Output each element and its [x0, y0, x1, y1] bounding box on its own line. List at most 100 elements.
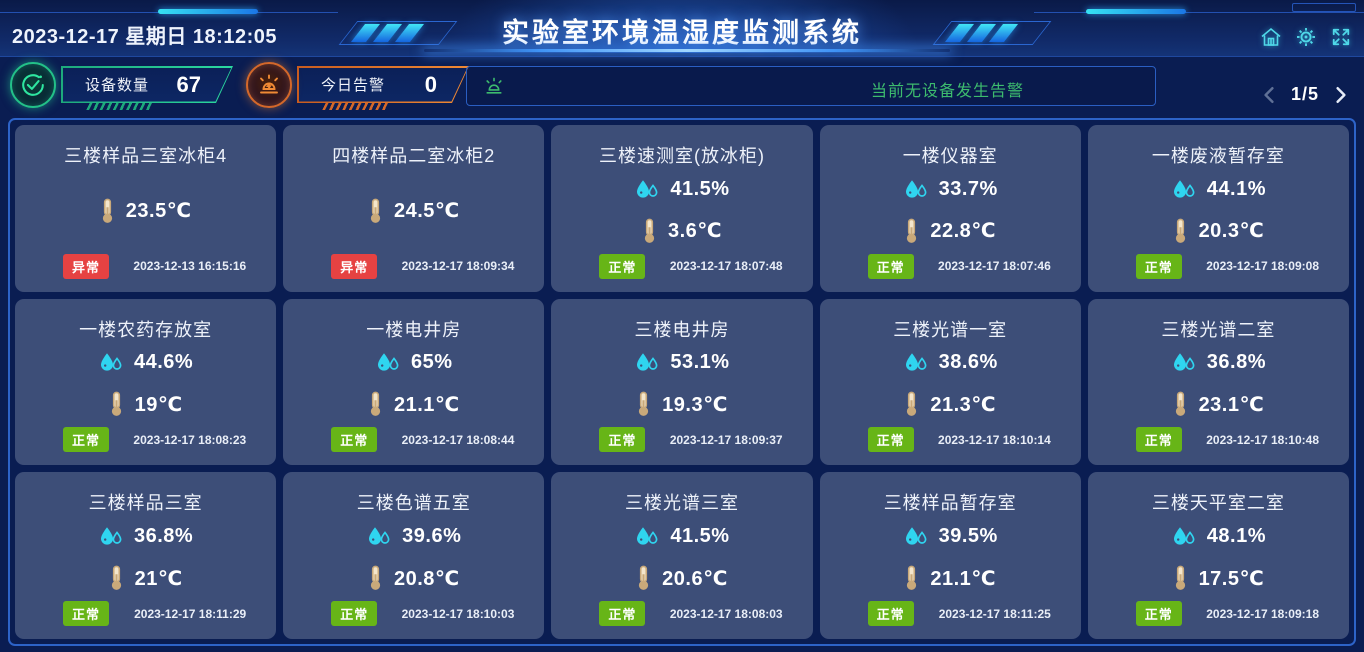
humidity-row: 44.1%	[1171, 178, 1266, 201]
sensor-card[interactable]: 三楼电井房 53.1%	[551, 298, 813, 466]
next-page-icon[interactable]	[1332, 86, 1350, 104]
timestamp: 2023-12-17 18:11:25	[938, 606, 1051, 621]
stats-row: 设备数量 67 今日告警	[0, 60, 1364, 116]
humidity-value: 33.7%	[938, 177, 998, 200]
card-footer: 正常 2023-12-17 18:08:23	[15, 427, 276, 453]
thermometer-icon	[1173, 565, 1188, 591]
room-name: 三楼光谱三室	[624, 493, 739, 514]
temperature-row: 20.8℃	[368, 565, 460, 591]
temperature-value: 20.3℃	[1198, 220, 1265, 243]
sensor-card[interactable]: 三楼样品三室 36.8%	[15, 472, 277, 639]
room-name: 三楼色谱五室	[356, 493, 471, 514]
timestamp: 2023-12-17 18:09:34	[401, 259, 515, 274]
sensor-card[interactable]: 一楼农药存放室 44.6%	[15, 298, 277, 466]
humidity-value: 36.8%	[133, 525, 194, 548]
sensor-card[interactable]: 三楼样品暂存室 39.5%	[819, 472, 1081, 639]
temperature-row: 21℃	[109, 565, 183, 591]
card-footer: 正常 2023-12-17 18:08:44	[283, 427, 544, 453]
sensor-card[interactable]: 三楼光谱二室 36.8%	[1087, 298, 1349, 466]
temperature-value: 21.1℃	[930, 567, 997, 590]
temperature-value: 20.8℃	[393, 567, 460, 590]
timestamp: 2023-12-17 18:09:18	[1206, 606, 1319, 621]
sensor-card[interactable]: 三楼天平室二室 48.1%	[1087, 472, 1349, 639]
card-footer: 正常 2023-12-17 18:09:37	[551, 427, 812, 453]
decorative-stripes-left	[350, 24, 425, 42]
thermometer-icon	[368, 391, 383, 417]
card-metrics: 44.1% 20.3℃	[1088, 168, 1349, 254]
header-accent-bar-right	[1086, 9, 1186, 14]
humidity-icon	[1171, 352, 1196, 373]
humidity-icon	[366, 526, 391, 547]
status-badge: 正常	[599, 253, 646, 279]
status-badge: 正常	[1135, 601, 1182, 626]
header-accent-bar-left	[158, 9, 258, 14]
alarm-count-plate: 今日告警 0	[297, 66, 469, 103]
room-name: 三楼光谱二室	[1161, 319, 1276, 340]
page-title: 实验室环境温湿度监测系统	[502, 18, 862, 48]
alarm-count-value: 0	[424, 71, 437, 97]
alert-banner: 当前无设备发生告警	[466, 66, 1156, 106]
humidity-value: 41.5%	[670, 525, 730, 548]
timestamp: 2023-12-17 18:08:23	[133, 432, 247, 447]
prev-page-icon[interactable]	[1260, 86, 1278, 104]
title-underline-decoration	[424, 49, 950, 52]
corner-box-decoration	[1292, 3, 1356, 12]
humidity-icon	[1171, 179, 1196, 200]
home-icon[interactable]	[1260, 26, 1282, 48]
status-badge: 正常	[1135, 427, 1182, 453]
alarm-count-label: 今日告警	[321, 77, 386, 94]
timestamp: 2023-12-17 18:08:03	[669, 606, 783, 621]
gear-icon[interactable]	[1295, 26, 1317, 48]
sensor-card[interactable]: 三楼光谱三室 41.5%	[551, 472, 813, 639]
humidity-value: 48.1%	[1206, 525, 1266, 548]
thermometer-icon	[1173, 391, 1188, 417]
room-name: 三楼样品暂存室	[883, 493, 1017, 514]
status-badge: 正常	[63, 427, 110, 453]
temperature-row: 24.5℃	[368, 198, 460, 224]
humidity-icon	[634, 352, 659, 373]
card-metrics: 24.5℃	[283, 168, 544, 254]
temperature-row: 22.8℃	[904, 218, 996, 244]
fullscreen-icon[interactable]	[1330, 26, 1352, 48]
room-name: 四楼样品二室冰柜2	[332, 146, 496, 166]
status-badge: 正常	[867, 427, 914, 453]
temperature-value: 22.8℃	[930, 220, 997, 243]
card-metrics: 41.5% 3.6℃	[551, 168, 812, 254]
sensor-card[interactable]: 三楼样品三室冰柜4	[15, 125, 277, 292]
room-name: 一楼仪器室	[902, 146, 998, 166]
header-hairline-right	[1034, 12, 1364, 13]
alert-message: 当前无设备发生告警	[871, 83, 1025, 100]
thermometer-icon	[1173, 218, 1188, 244]
room-name: 三楼光谱一室	[893, 319, 1008, 340]
thermometer-icon	[368, 198, 383, 224]
timestamp: 2023-12-17 18:09:08	[1206, 259, 1319, 274]
sensor-card[interactable]: 三楼速测室(放冰柜) 41.5%	[551, 125, 813, 292]
sensor-card[interactable]: 一楼仪器室 33.7%	[819, 125, 1081, 292]
banner-alarm-icon	[483, 76, 505, 102]
thermometer-icon	[904, 565, 919, 591]
humidity-icon	[98, 352, 123, 373]
card-metrics: 41.5% 20.6℃	[551, 515, 812, 601]
pagination: 1/5	[1260, 84, 1350, 105]
sensor-card[interactable]: 三楼色谱五室 39.6%	[283, 472, 545, 639]
temperature-value: 3.6℃	[667, 220, 722, 243]
humidity-icon	[634, 179, 659, 200]
alarm-icon	[246, 62, 292, 108]
room-name: 三楼样品三室冰柜4	[64, 146, 228, 166]
humidity-row: 41.5%	[634, 178, 729, 201]
sensor-card[interactable]: 三楼光谱一室 38.6%	[819, 298, 1081, 466]
humidity-value: 65%	[411, 351, 453, 374]
card-footer: 正常 2023-12-17 18:10:48	[1088, 427, 1349, 453]
thermometer-icon	[904, 218, 919, 244]
device-count-widget: 设备数量 67	[10, 62, 233, 108]
card-metrics: 39.6% 20.8℃	[283, 515, 544, 601]
status-badge: 异常	[63, 253, 110, 279]
thermometer-icon	[636, 391, 651, 417]
temperature-value: 19.3℃	[662, 393, 728, 416]
sensor-card[interactable]: 一楼电井房 65%	[283, 298, 545, 466]
card-footer: 正常 2023-12-17 18:09:08	[1088, 253, 1349, 279]
room-name: 三楼天平室二室	[1151, 493, 1285, 514]
sensor-card[interactable]: 一楼废液暂存室 44.1%	[1087, 125, 1349, 292]
card-metrics: 23.5℃	[15, 168, 276, 254]
sensor-card[interactable]: 四楼样品二室冰柜2	[283, 125, 545, 292]
